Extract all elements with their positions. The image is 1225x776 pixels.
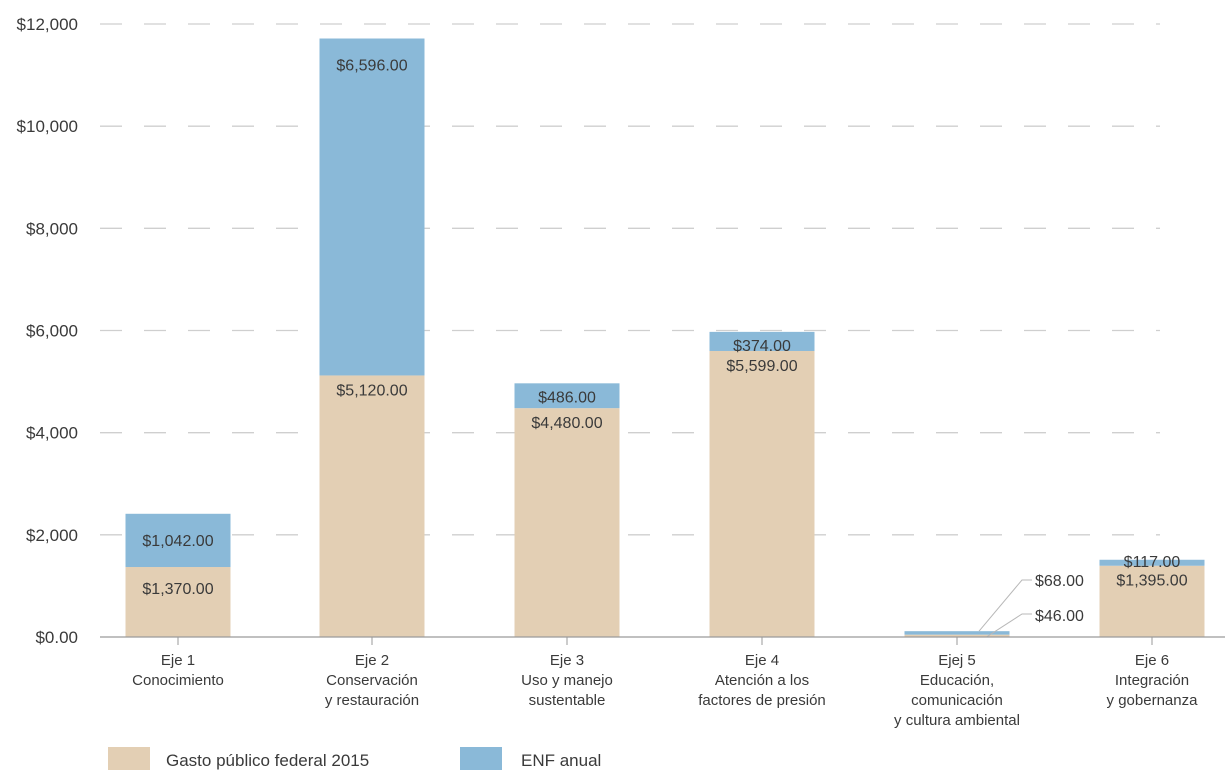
bar-enf-anual xyxy=(319,38,425,376)
data-label-enf: $68.00 xyxy=(1035,573,1084,590)
bar-enf-anual xyxy=(904,631,1010,635)
x-category-label: Eje 4 Atención a los factores de presión xyxy=(698,652,826,709)
data-label-gasto: $5,599.00 xyxy=(726,358,797,375)
bar-enf-anual xyxy=(514,383,620,409)
data-label-enf: $374.00 xyxy=(733,338,791,355)
x-category-label: Eje 6 Integración y gobernanza xyxy=(1107,652,1199,709)
data-label-gasto: $1,395.00 xyxy=(1116,573,1187,590)
y-tick-label: $2,000 xyxy=(26,526,78,545)
legend-swatch xyxy=(460,747,502,770)
leader-line-enf xyxy=(978,579,1032,632)
leader-line-gasto xyxy=(986,613,1032,638)
data-label-gasto: $1,370.00 xyxy=(142,581,213,598)
bar-gasto-publico xyxy=(514,408,620,637)
data-label-gasto: $4,480.00 xyxy=(531,415,602,432)
x-category-label: Eje 2 Conservación y restauración xyxy=(325,652,419,709)
data-label-enf: $1,042.00 xyxy=(142,533,213,550)
bar-gasto-publico xyxy=(904,634,1010,637)
x-category-label: Eje 1 Conocimiento xyxy=(132,652,224,689)
data-label-enf: $117.00 xyxy=(1124,554,1181,571)
bar-gasto-publico xyxy=(319,375,425,637)
data-label-gasto: $46.00 xyxy=(1035,608,1084,625)
x-category-label: Eje 3 Uso y manejo sustentable xyxy=(521,652,613,709)
x-category-label: Ejej 5 Educación, comunicación y cultura am… xyxy=(894,652,1020,729)
y-tick-label: $0.00 xyxy=(35,628,78,647)
bar-enf-anual xyxy=(709,331,815,351)
bar-enf-anual xyxy=(1099,559,1205,566)
bar-gasto-publico xyxy=(125,567,231,637)
legend-label: ENF anual xyxy=(521,751,601,770)
y-tick-label: $6,000 xyxy=(26,322,78,341)
legend-label: Gasto público federal 2015 xyxy=(166,751,369,770)
data-label-enf: $6,596.00 xyxy=(336,58,407,75)
data-label-enf: $486.00 xyxy=(538,389,596,406)
y-tick-label: $12,000 xyxy=(17,15,78,34)
legend-swatch xyxy=(108,747,150,770)
y-tick-label: $8,000 xyxy=(26,219,78,238)
y-tick-label: $10,000 xyxy=(17,117,78,136)
bar-gasto-publico xyxy=(1099,565,1205,637)
bar-enf-anual xyxy=(125,513,231,568)
data-label-gasto: $5,120.00 xyxy=(336,382,407,399)
y-tick-label: $4,000 xyxy=(26,424,78,443)
bar-gasto-publico xyxy=(709,350,815,637)
